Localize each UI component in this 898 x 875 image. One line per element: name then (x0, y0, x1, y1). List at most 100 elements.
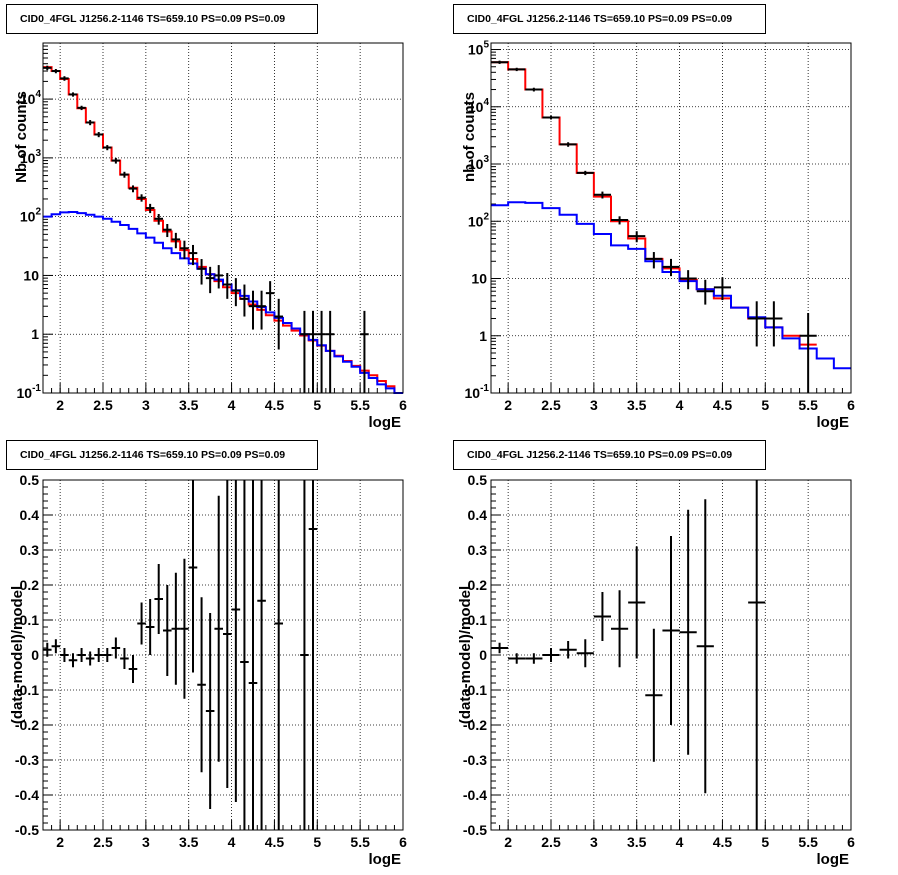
data-point (308, 310, 318, 393)
y-tick-label: 10 (23, 267, 39, 283)
data-point (611, 590, 629, 668)
x-tick-label: 2.5 (93, 834, 113, 850)
data-point (696, 279, 714, 305)
data-point (662, 536, 680, 725)
data-point (593, 592, 611, 641)
data-point (645, 628, 663, 762)
data-point (103, 145, 112, 151)
y-tick-label: 0.4 (20, 507, 40, 523)
y-tick-label: -0.4 (463, 787, 487, 803)
data-point (525, 87, 543, 92)
data-point (274, 298, 283, 350)
data-point (257, 290, 266, 330)
data-point (300, 480, 309, 830)
y-tick-label: -0.2 (463, 717, 487, 733)
data-point (748, 480, 766, 830)
data-point (508, 653, 526, 664)
x-tick-label: 4.5 (265, 834, 285, 850)
x-tick-label: 4 (676, 834, 684, 850)
data-point (257, 480, 266, 830)
plot-frame (490, 42, 852, 394)
y-tick-label: 104 (20, 89, 42, 107)
y-tick-base: 10 (20, 150, 36, 166)
data-point (111, 157, 121, 164)
data-point (120, 171, 129, 178)
chart-title: CID0_4FGL J1256.2-1146 TS=659.10 PS=0.09… (20, 13, 285, 25)
y-tick-base: 1 (479, 328, 487, 344)
data-point (94, 648, 103, 662)
data-point (171, 572, 181, 685)
data-point (145, 599, 155, 655)
data-point (154, 564, 163, 634)
y-tick-exponent: 3 (35, 148, 41, 159)
x-tick-label: 5 (761, 834, 769, 850)
plot-area (43, 43, 403, 393)
data-point (51, 69, 61, 74)
y-tick-label: 0.1 (468, 612, 488, 628)
x-tick-label: 5.5 (350, 397, 370, 413)
data-point (128, 185, 138, 193)
y-tick-base: 10 (468, 42, 484, 58)
data-point (180, 558, 189, 699)
x-tick-label: 3.5 (179, 834, 199, 850)
y-tick-label: 104 (468, 97, 490, 115)
data-point (765, 301, 783, 347)
y-tick-label: 10-1 (17, 383, 42, 401)
plot-frame (490, 479, 852, 831)
data-point (308, 480, 318, 830)
data-point (68, 92, 78, 97)
y-tick-exponent: 2 (483, 211, 489, 222)
y-tick-base: 10 (20, 91, 36, 107)
data-point (137, 602, 146, 645)
data-point (628, 231, 646, 243)
data-point (163, 585, 172, 676)
x-axis-label: logE (817, 851, 850, 868)
x-tick-label: 5.5 (350, 834, 370, 850)
y-axis-label: (data-model)/model (457, 586, 474, 724)
y-tick-label: 0.4 (468, 507, 488, 523)
y-tick-base: 10 (468, 213, 484, 229)
chart-title: CID0_4FGL J1256.2-1146 TS=659.10 PS=0.09… (467, 449, 732, 461)
data-point (85, 651, 95, 666)
data-point (77, 648, 86, 662)
data-point (491, 642, 509, 654)
title-box (453, 440, 766, 470)
data-point (559, 142, 577, 147)
plot-frame (42, 42, 404, 394)
x-tick-label: 2.5 (93, 397, 113, 413)
data-point (223, 480, 232, 788)
x-tick-label: 4.5 (713, 834, 733, 850)
y-tick-label: 10 (471, 271, 487, 287)
data-point (171, 232, 181, 249)
x-tick-label: 3.5 (627, 834, 647, 850)
y-tick-label: 0.3 (20, 542, 40, 558)
data-point (628, 546, 646, 659)
y-tick-label: 0.5 (468, 472, 488, 488)
plot-frame (42, 479, 404, 831)
data-point (223, 273, 232, 299)
data-point (51, 639, 61, 654)
x-tick-label: 2 (504, 397, 512, 413)
data-point (43, 65, 52, 71)
data-point (128, 655, 138, 683)
y-tick-exponent: 3 (483, 154, 489, 165)
data-point (748, 301, 766, 347)
data-point (205, 613, 215, 809)
y-tick-label: -0.5 (15, 822, 39, 838)
y-tick-label: 0.5 (20, 472, 40, 488)
data-point (214, 265, 223, 289)
data-point (325, 310, 335, 393)
x-axis-label: logE (369, 851, 402, 868)
x-tick-label: 6 (847, 834, 855, 850)
y-tick-exponent: 4 (35, 89, 41, 100)
y-tick-label: 103 (468, 154, 490, 172)
y-tick-base: 10 (471, 271, 487, 287)
y-tick-label: 102 (468, 211, 490, 229)
y-tick-label: -0.5 (463, 822, 487, 838)
data-point (111, 637, 121, 659)
chart-title: CID0_4FGL J1256.2-1146 TS=659.10 PS=0.09… (20, 449, 285, 461)
y-tick-label: 0.3 (468, 542, 488, 558)
title-box (453, 4, 766, 34)
y-tick-exponent: 2 (35, 207, 41, 218)
